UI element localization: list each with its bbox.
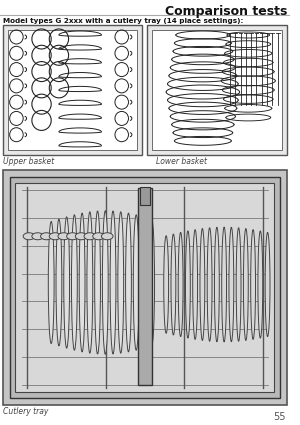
Ellipse shape: [207, 228, 212, 341]
Ellipse shape: [200, 229, 205, 340]
Ellipse shape: [185, 231, 190, 338]
Ellipse shape: [48, 221, 54, 343]
Ellipse shape: [58, 233, 70, 240]
Ellipse shape: [141, 217, 147, 348]
Ellipse shape: [56, 219, 62, 346]
Bar: [140, 187, 150, 205]
Bar: [147, 25, 287, 155]
Text: Upper basket: Upper basket: [3, 157, 54, 166]
Ellipse shape: [87, 212, 93, 353]
Ellipse shape: [64, 217, 70, 348]
Text: Comparison tests: Comparison tests: [164, 5, 287, 18]
Text: Model types G 2xxx with a cutlery tray (14 place settings):: Model types G 2xxx with a cutlery tray (…: [3, 18, 243, 24]
Ellipse shape: [133, 215, 139, 350]
Ellipse shape: [236, 228, 241, 341]
Bar: [8, 30, 137, 150]
Text: Cutlery tray: Cutlery tray: [3, 407, 48, 416]
Bar: [152, 30, 282, 150]
Ellipse shape: [79, 213, 85, 352]
Ellipse shape: [23, 233, 35, 240]
Bar: [3, 170, 287, 405]
Ellipse shape: [49, 233, 61, 240]
Ellipse shape: [101, 233, 113, 240]
Bar: [16, 183, 274, 392]
Ellipse shape: [67, 233, 78, 240]
Ellipse shape: [93, 233, 104, 240]
Ellipse shape: [243, 229, 248, 340]
Ellipse shape: [265, 232, 270, 337]
Ellipse shape: [193, 230, 197, 340]
Text: 55: 55: [273, 412, 286, 422]
Bar: [3, 25, 142, 155]
Ellipse shape: [95, 211, 100, 354]
Ellipse shape: [214, 227, 219, 342]
Ellipse shape: [258, 231, 263, 338]
Ellipse shape: [32, 233, 44, 240]
Ellipse shape: [149, 219, 155, 346]
Ellipse shape: [40, 233, 52, 240]
Ellipse shape: [71, 215, 77, 350]
Ellipse shape: [102, 211, 108, 354]
Ellipse shape: [229, 227, 234, 342]
Ellipse shape: [171, 234, 176, 335]
Ellipse shape: [126, 213, 131, 352]
Bar: [10, 177, 280, 398]
Ellipse shape: [75, 233, 87, 240]
Ellipse shape: [84, 233, 96, 240]
Ellipse shape: [110, 211, 116, 354]
Text: Lower basket: Lower basket: [157, 157, 208, 166]
Ellipse shape: [222, 227, 226, 342]
Ellipse shape: [118, 212, 124, 353]
Bar: [138, 188, 152, 385]
Ellipse shape: [251, 230, 256, 340]
Ellipse shape: [164, 236, 169, 333]
Ellipse shape: [178, 232, 183, 337]
